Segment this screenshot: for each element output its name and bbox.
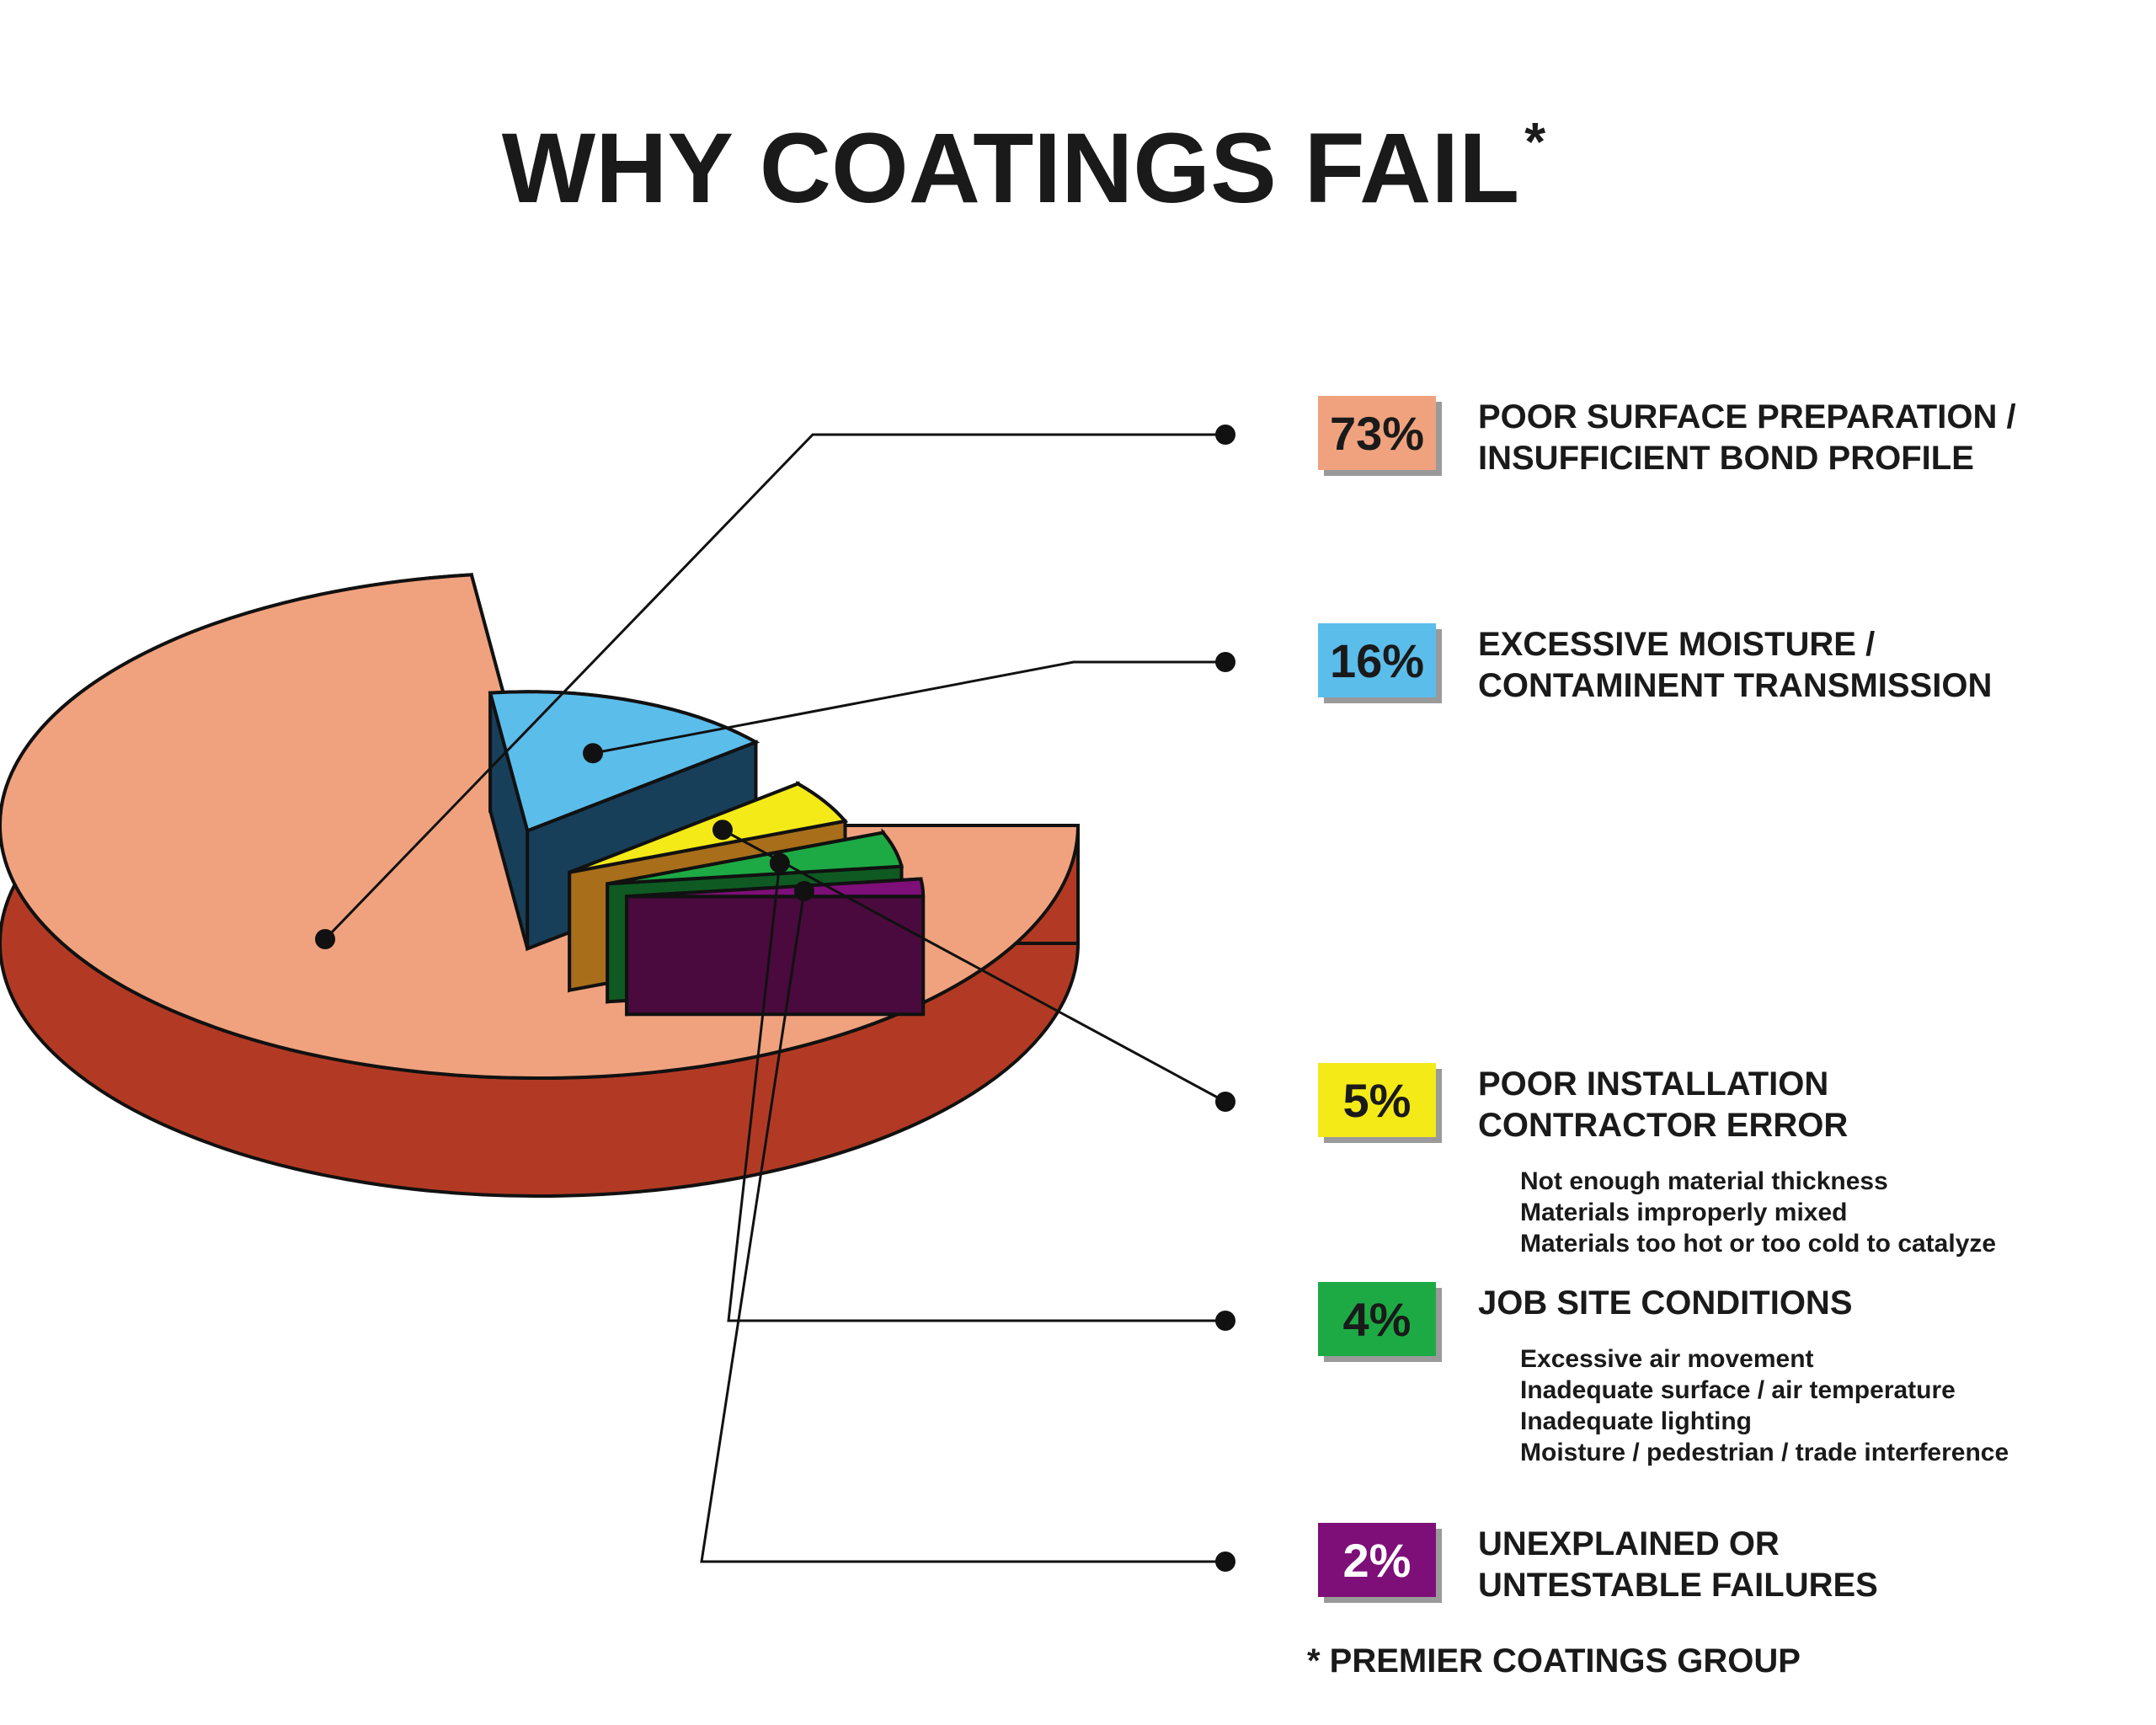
detail-text: Materials improperly mixed	[1520, 1199, 1847, 1226]
value-label-unexplained-or: 2%	[1343, 1534, 1412, 1587]
value-label-poor-installation: 5%	[1343, 1074, 1412, 1127]
leader-line-poor-installation	[722, 828, 1226, 1103]
legend-swatch-poor-installation	[1318, 1063, 1436, 1137]
detail-text: Moisture / pedestrian / trade interferen…	[1520, 1439, 2009, 1466]
leader-line-poor-surface-preparation	[323, 433, 1225, 941]
category-label-poor-installation: CONTRACTOR ERROR	[1478, 1107, 1848, 1144]
leader-end-dot-job-site-conditions	[1215, 1311, 1235, 1331]
category-label-unexplained-or: UNTESTABLE FAILURES	[1478, 1567, 1878, 1604]
legend-item-poor-surface-preparation: 73% POOR SURFACE PREPARATION / INSUFFICIEN…	[1318, 396, 2016, 477]
detail-text: Excessive air movement	[1520, 1345, 1814, 1373]
category-label-poor-surface-preparation: POOR SURFACE PREPARATION /	[1478, 398, 2016, 435]
legend-swatch-poor-surface-preparation	[1318, 396, 1436, 470]
leader-line-unexplained-or	[700, 890, 1225, 1563]
detail-text: Inadequate lighting	[1520, 1407, 1752, 1435]
legend-item-job-site-conditions: 4% JOB SITE CONDITIONS Excessive air movem…	[1318, 1282, 2009, 1466]
slice-top-excessive-moisture	[488, 690, 760, 833]
leader-end-dot-poor-surface-preparation	[1215, 425, 1235, 445]
pie-slices	[0, 573, 1081, 1198]
category-label-poor-installation: POOR INSTALLATION	[1478, 1065, 1828, 1103]
leader-anchor-dot-poor-installation	[712, 820, 733, 841]
category-label-excessive-moisture: CONTAMINENT TRANSMISSION	[1478, 667, 1992, 704]
detail-text: Inadequate surface / air temperature	[1520, 1376, 1956, 1404]
slice-unexplained-or	[625, 877, 926, 1017]
detail-text: Not enough material thickness	[1520, 1167, 1888, 1195]
leader-line-excessive-moisture	[592, 660, 1225, 755]
title-asterisk: *	[1524, 111, 1545, 172]
value-label-excessive-moisture: 16%	[1330, 634, 1424, 687]
legend: 73% POOR SURFACE PREPARATION / INSUFFICIEN…	[1318, 396, 2016, 1604]
legend-item-poor-installation: 5% POOR INSTALLATION CONTRACTOR ERROR Not e…	[1318, 1063, 1996, 1258]
legend-item-unexplained-or: 2% UNEXPLAINED OR UNTESTABLE FAILURES	[1318, 1523, 1878, 1604]
category-label-excessive-moisture: EXCESSIVE MOISTURE /	[1478, 626, 1875, 663]
leader-line-job-site-conditions	[727, 862, 1225, 1322]
detail-text: Materials too hot or too cold to catalyz…	[1520, 1230, 1996, 1258]
leader-anchor-dot-poor-surface-preparation	[315, 929, 336, 950]
leader-lines	[315, 425, 1235, 1572]
leader-end-dot-poor-installation	[1215, 1092, 1235, 1112]
legend-swatch-unexplained-or	[1318, 1523, 1436, 1597]
category-label-job-site-conditions: JOB SITE CONDITIONS	[1478, 1284, 1853, 1322]
source-note: * PREMIER COATINGS GROUP	[1307, 1642, 1801, 1680]
leader-end-dot-unexplained-or	[1215, 1551, 1235, 1572]
leader-end-dot-excessive-moisture	[1215, 652, 1235, 672]
slice-top-job-site-conditions	[606, 830, 905, 886]
leader-anchor-dot-unexplained-or	[793, 880, 814, 901]
category-label-unexplained-or: UNEXPLAINED OR	[1478, 1525, 1780, 1562]
slice-top-unexplained-or	[627, 877, 926, 899]
legend-swatch-excessive-moisture	[1318, 623, 1436, 697]
value-label-job-site-conditions: 4%	[1343, 1293, 1412, 1346]
leader-anchor-dot-excessive-moisture	[583, 743, 604, 764]
category-label-poor-surface-preparation: INSUFFICIENT BOND PROFILE	[1478, 440, 1974, 477]
legend-item-excessive-moisture: 16% EXCESSIVE MOISTURE / CONTAMINENT TRANS…	[1318, 623, 1992, 704]
chart-title: WHY COATINGS FAIL	[502, 113, 1519, 224]
value-label-poor-surface-preparation: 73%	[1330, 407, 1424, 460]
slice-top-poor-installation	[568, 782, 849, 874]
legend-swatch-job-site-conditions	[1318, 1282, 1436, 1356]
leader-anchor-dot-job-site-conditions	[769, 852, 790, 873]
